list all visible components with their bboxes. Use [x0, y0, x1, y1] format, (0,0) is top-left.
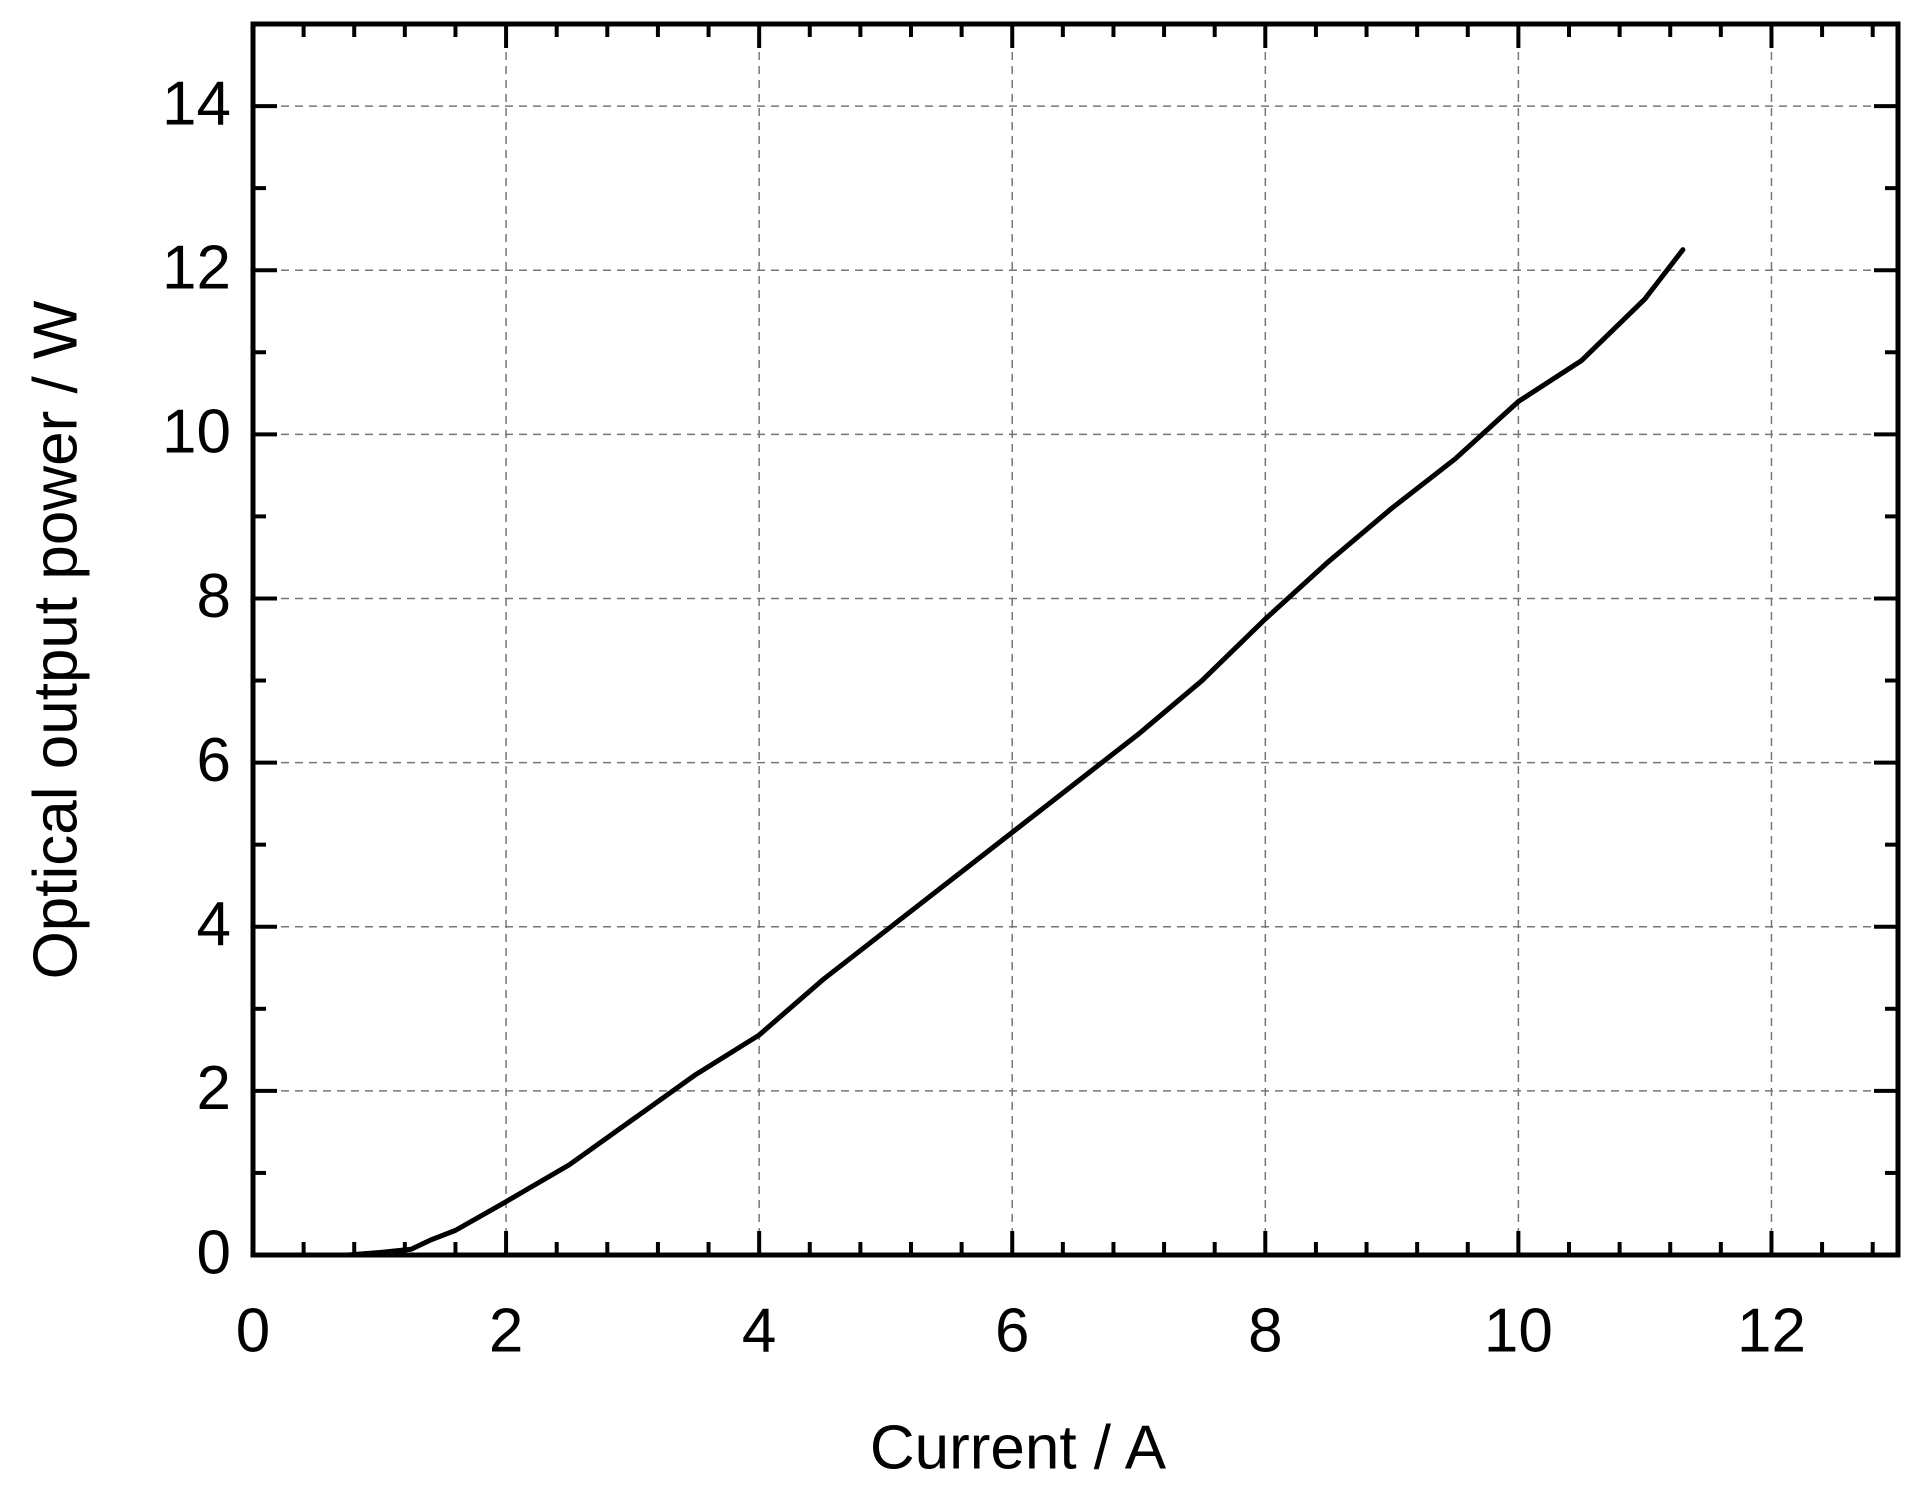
- x-tick-label: 10: [1484, 1296, 1553, 1365]
- plot-frame: [250, 21, 1901, 1258]
- y-tick-label: 8: [197, 562, 231, 631]
- y-tick-label: 6: [197, 726, 231, 795]
- y-tick-label: 2: [197, 1054, 231, 1123]
- y-tick-label: 4: [197, 890, 231, 959]
- y-tick-label: 0: [197, 1218, 231, 1287]
- x-tick-label: 8: [1248, 1296, 1282, 1365]
- x-tick-label: 6: [995, 1296, 1029, 1365]
- x-tick-label: 4: [742, 1296, 776, 1365]
- x-tick-label: 12: [1737, 1296, 1806, 1365]
- y-axis-title: Optical output power / W: [21, 300, 90, 979]
- x-tick-label: 2: [489, 1296, 523, 1365]
- y-tick-label: 10: [162, 398, 231, 467]
- y-tick-label: 14: [162, 69, 231, 138]
- x-axis-title: Current / A: [870, 1413, 1167, 1482]
- y-tick-label: 12: [162, 234, 231, 303]
- data-line: [345, 247, 1686, 1258]
- x-tick-label: 0: [236, 1296, 270, 1365]
